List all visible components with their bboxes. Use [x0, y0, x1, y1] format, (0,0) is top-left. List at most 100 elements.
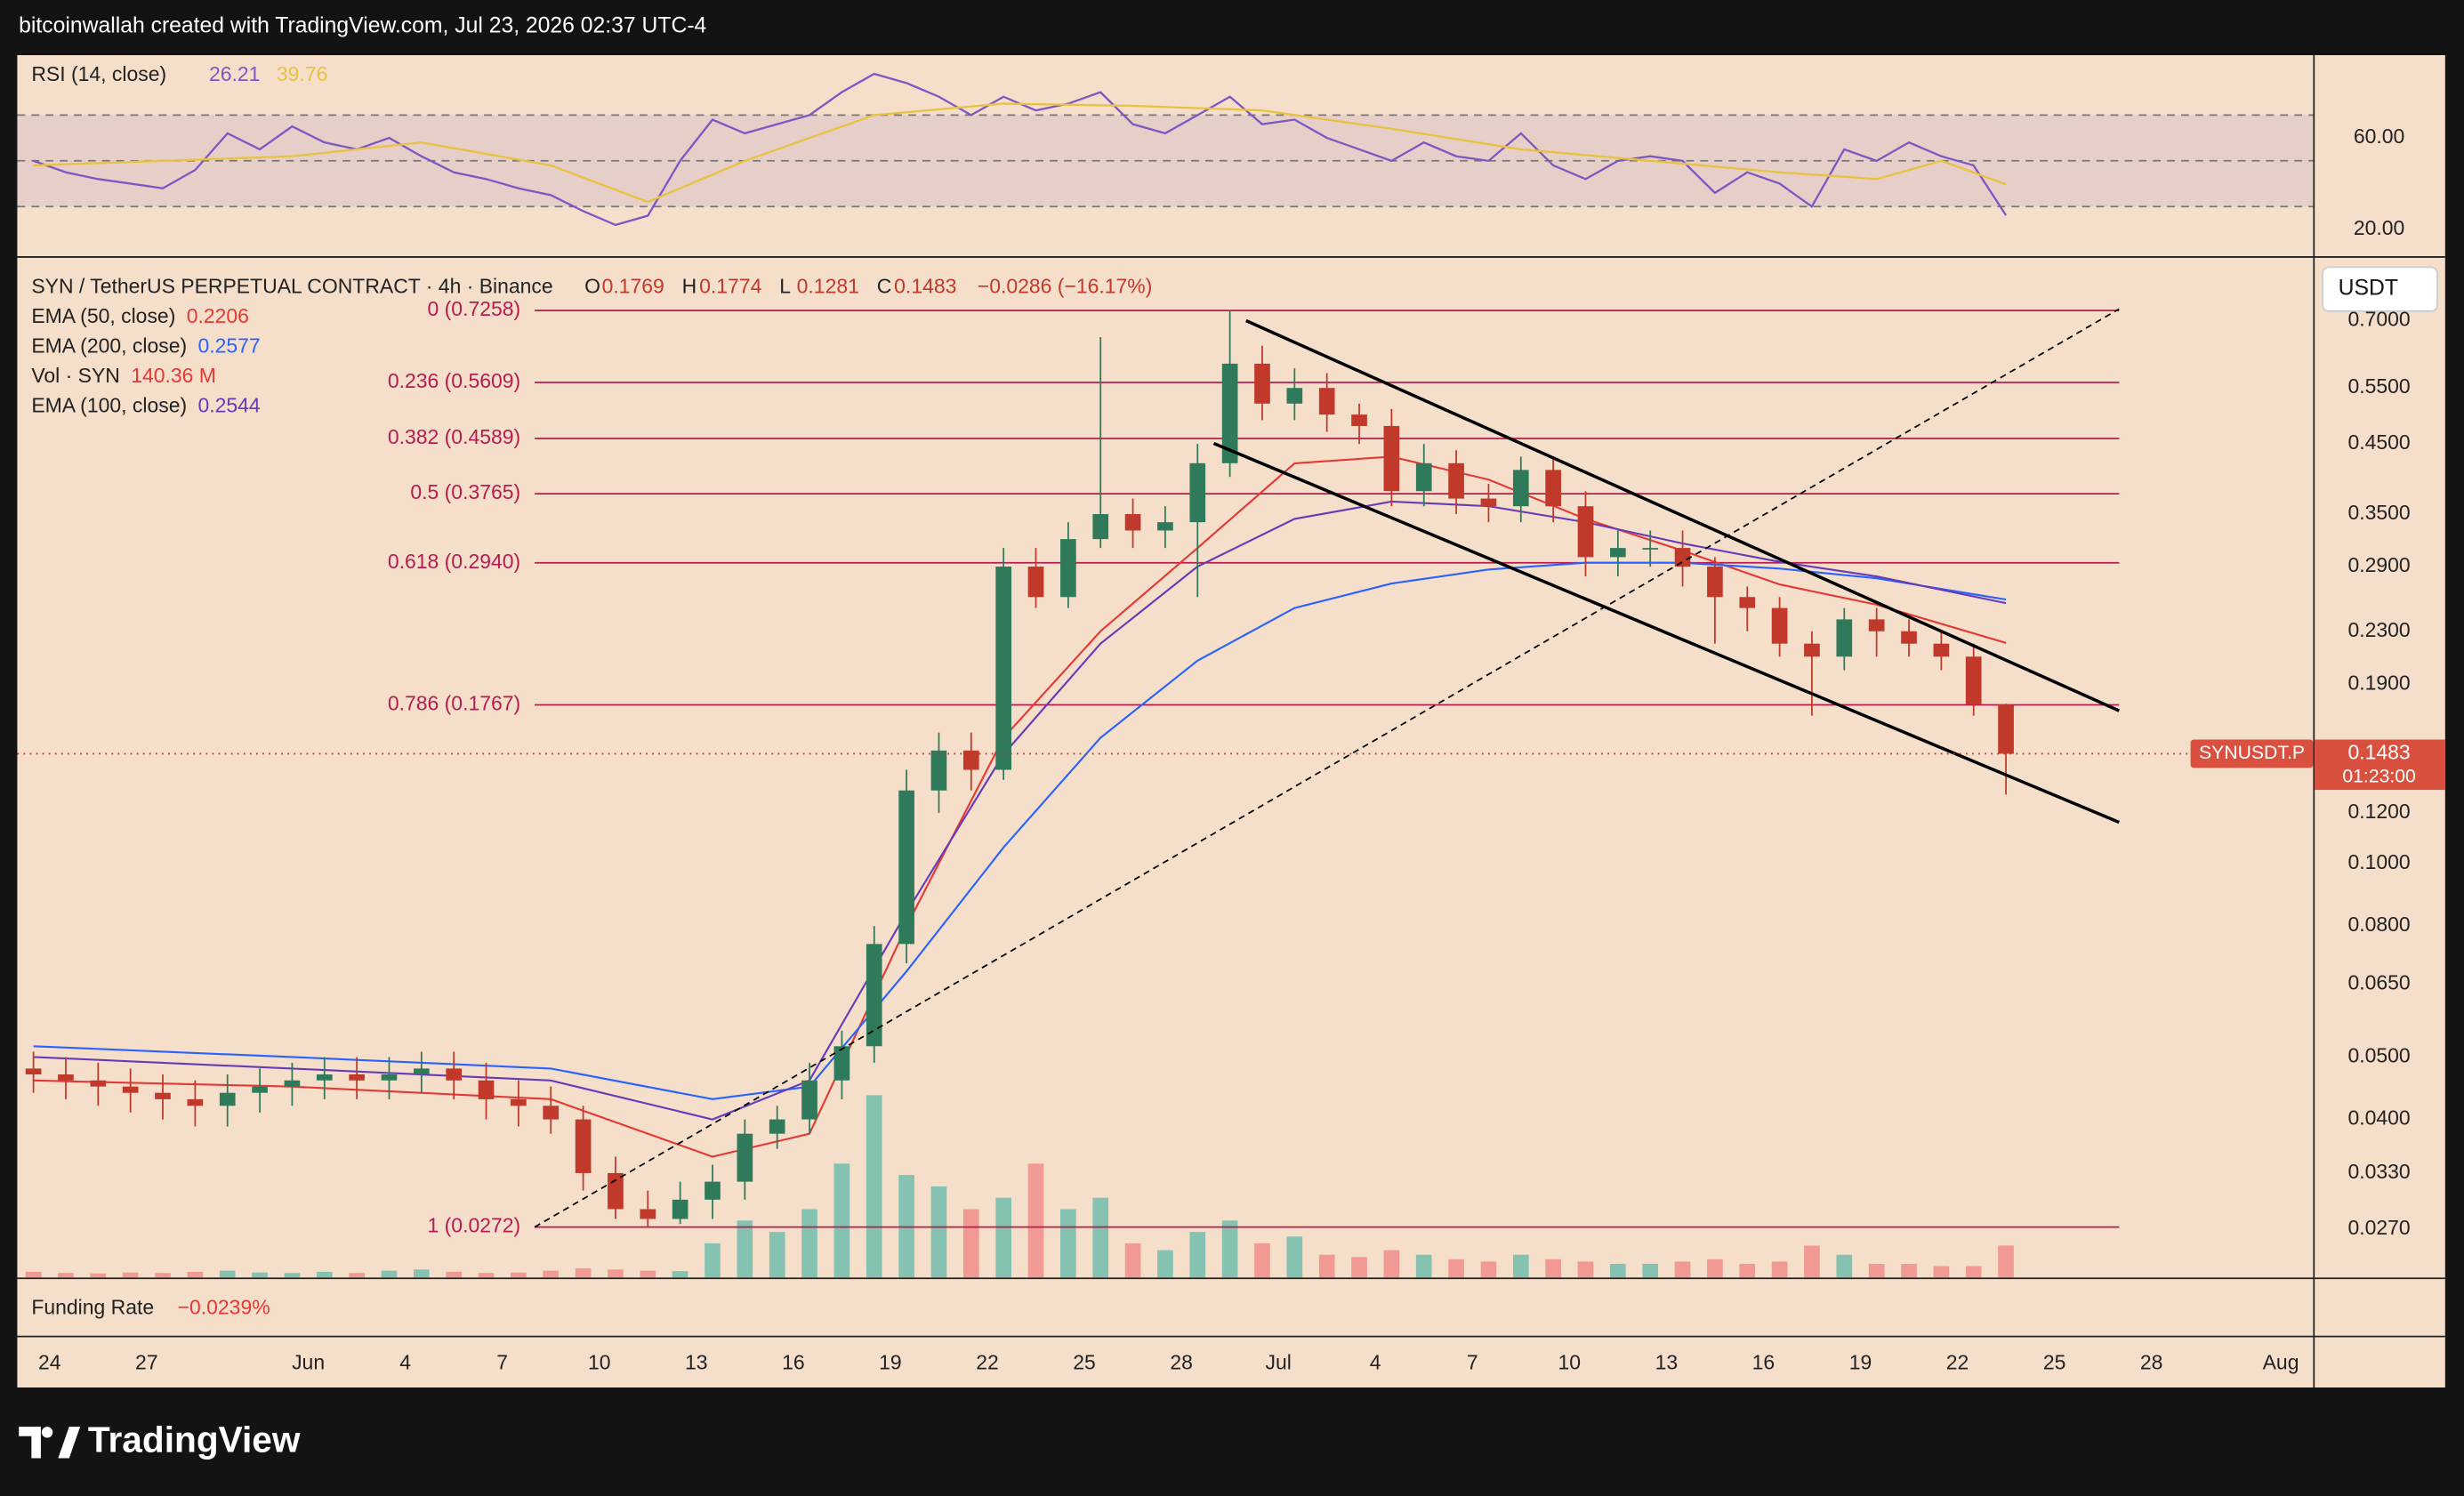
price-tick-label: 0.5500 — [2347, 374, 2410, 398]
candle-body — [769, 1119, 785, 1134]
ohlc-value: 0.1769 — [602, 274, 664, 297]
currency-button[interactable] — [2322, 266, 2438, 312]
funding-value: −0.0239% — [178, 1296, 270, 1319]
volume-bar — [1739, 1263, 1756, 1278]
logo-icon — [19, 1427, 81, 1459]
candle-body — [446, 1068, 463, 1081]
candle-body — [1124, 514, 1141, 531]
volume-bar — [801, 1209, 817, 1278]
date-tick-label: 13 — [685, 1351, 708, 1374]
volume-bar — [316, 1271, 333, 1278]
candle-body — [58, 1074, 74, 1081]
volume-bar — [898, 1175, 914, 1278]
date-tick-label: 10 — [588, 1351, 611, 1374]
ohlc-value: 0.1281 — [797, 274, 859, 297]
date-tick-label: 7 — [496, 1351, 508, 1374]
volume-bar — [672, 1271, 688, 1278]
volume-bar — [575, 1268, 592, 1278]
volume-bar — [1415, 1254, 1432, 1278]
candle-body — [122, 1086, 139, 1093]
volume-bar — [90, 1273, 107, 1278]
ohlc-label: C — [877, 274, 892, 297]
candle-body — [478, 1080, 495, 1099]
candle-body — [1836, 619, 1853, 657]
candle-body — [155, 1092, 171, 1099]
volume-bar — [122, 1272, 139, 1278]
volume-bar — [866, 1095, 882, 1278]
fib-label: 1 (0.0272) — [428, 1214, 521, 1237]
volume-bar — [1092, 1197, 1109, 1278]
candle-body — [1027, 567, 1044, 598]
date-tick-label: 19 — [1849, 1351, 1872, 1374]
candle-body — [1739, 597, 1756, 608]
price-tag — [2315, 739, 2445, 791]
date-tick-label: 4 — [399, 1351, 411, 1374]
volume-bar — [1836, 1254, 1853, 1278]
volume-bar — [769, 1232, 785, 1278]
candle-body — [866, 944, 882, 1047]
rsi-tick-label: 20.00 — [2354, 216, 2404, 239]
candle-body — [543, 1106, 560, 1120]
candle-body — [1512, 470, 1529, 507]
price-tick-label: 0.0800 — [2347, 913, 2410, 936]
volume-bar — [1933, 1266, 1950, 1278]
rsi-legend-title: RSI (14, close) — [31, 62, 166, 85]
volume-bar — [1254, 1243, 1270, 1278]
date-tick-label: 19 — [879, 1351, 902, 1374]
candle-body — [511, 1098, 527, 1106]
candle-body — [1221, 363, 1238, 463]
legend-value: 0.2577 — [197, 334, 260, 358]
candle-body — [25, 1068, 42, 1074]
legend-name: EMA (100, close) — [31, 394, 187, 417]
date-tick-label: 28 — [2140, 1351, 2163, 1374]
candle-body — [1060, 539, 1076, 598]
volume-bar — [1771, 1261, 1788, 1278]
candle-body — [1383, 425, 1400, 492]
rsi-tick-label: 60.00 — [2354, 125, 2404, 148]
candle-body — [1254, 363, 1270, 404]
legend-title: SYN / TetherUS PERPETUAL CONTRACT · 4h ·… — [31, 274, 552, 297]
ohlc-label: O — [584, 274, 600, 297]
price-tick-label: 0.4500 — [2347, 430, 2410, 454]
date-tick-label: 16 — [1752, 1351, 1776, 1374]
price-tick-label: 0.1900 — [2347, 672, 2410, 695]
candle-body — [381, 1074, 398, 1081]
candle-body — [1415, 462, 1432, 492]
candle-body — [737, 1133, 753, 1182]
volume-bar — [1286, 1236, 1303, 1278]
candle-body — [898, 790, 914, 945]
candle-body — [1318, 388, 1335, 415]
volume-bar — [1998, 1245, 2014, 1278]
currency-label[interactable]: USDT — [2339, 277, 2398, 301]
volume-bar — [1545, 1259, 1561, 1278]
volume-bar — [995, 1197, 1011, 1278]
candle-body — [1642, 548, 1659, 550]
fib-label: 0.382 (0.4589) — [388, 425, 520, 448]
rsi-legend-value: 26.21 — [209, 62, 260, 85]
candle-body — [1351, 414, 1367, 426]
volume-bar — [155, 1273, 171, 1278]
footer-logo: TradingView — [19, 1420, 301, 1460]
fib-label: 0.618 (0.2940) — [388, 550, 520, 573]
date-tick-label: Jul — [1265, 1351, 1291, 1374]
candle-body — [1965, 656, 1982, 705]
candle-body — [1480, 498, 1497, 507]
price-tick-label: 0.3500 — [2347, 501, 2410, 524]
header-text: bitcoinwallah created with TradingView.c… — [19, 14, 706, 38]
volume-bar — [446, 1271, 463, 1278]
header-bar — [0, 0, 2464, 55]
date-tick-label: 16 — [782, 1351, 805, 1374]
volume-bar — [1512, 1254, 1529, 1278]
symbol-tag-text: SYNUSDT.P — [2199, 743, 2305, 763]
date-tick-label: 27 — [135, 1351, 158, 1374]
trendline — [534, 308, 2120, 1228]
candle-body — [575, 1119, 592, 1173]
volume-bar — [1868, 1263, 1885, 1278]
rsi-line — [33, 102, 2007, 204]
volume-bar — [381, 1270, 398, 1278]
price-tick-label: 0.0330 — [2347, 1160, 2410, 1183]
date-tick-label: 28 — [1170, 1351, 1193, 1374]
candle-body — [1092, 514, 1109, 540]
ohlc-value: 0.1483 — [894, 274, 956, 297]
